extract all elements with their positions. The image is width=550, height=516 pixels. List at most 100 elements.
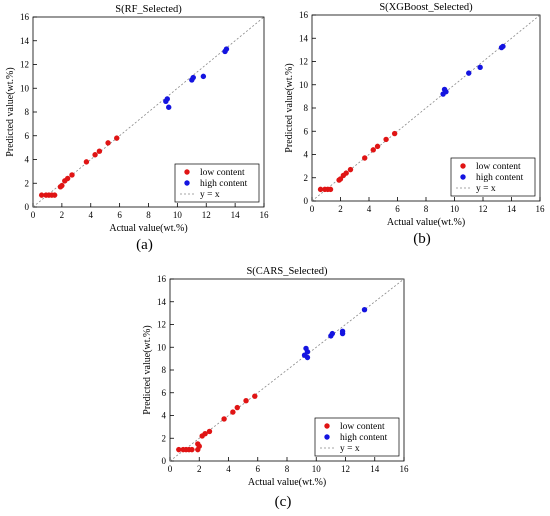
y-tick-label: 14 [157,297,167,307]
low-content-point [189,446,195,453]
x-tick-label: 14 [231,210,241,220]
low-content-point [92,152,98,158]
x-tick-label: 10 [450,204,460,214]
low-content-point [343,170,349,176]
legend-label: high content [340,433,388,443]
y-tick-label: 6 [162,388,167,398]
panel-label: (b) [413,231,431,247]
high-content-point [200,73,207,80]
x-tick-label: 4 [367,204,372,214]
x-tick-label: 0 [310,204,315,214]
low-content-point [383,136,389,143]
low-content-point [38,192,45,198]
x-tick-label: 8 [285,464,290,474]
x-axis-label: Actual value(wt.%) [109,223,187,234]
low-content-point [51,192,58,198]
high-content-point [304,354,311,361]
high-content-point [166,104,172,110]
panel-label: (a) [136,237,153,253]
low-content-point [317,186,324,193]
x-axis-label: Actual value(wt.%) [387,217,465,228]
scatter-panel-a: S(RF_Selected) 0 2 4 6 8 10 12 14 16 0 2 4 6 8 10 12 14 16… [5,4,270,253]
low-content-point [347,166,354,173]
low-content-point [69,172,75,178]
x-tick-label: 8 [146,210,151,220]
y-tick-label: 8 [25,107,30,117]
x-tick-label: 16 [536,204,546,214]
low-content-point [252,393,258,399]
legend-marker [184,180,190,186]
x-tick-label: 12 [202,210,211,220]
low-content-point [230,409,236,415]
x-tick-label: 8 [424,204,429,214]
x-tick-label: 6 [256,464,261,474]
x-tick-label: 16 [400,464,410,474]
low-content-point [362,155,368,161]
y-tick-label: 16 [20,12,30,22]
y-tick-label: 2 [162,433,167,443]
legend-label: y = x [340,444,360,454]
y-tick-label: 0 [162,456,167,466]
legend-label: low content [200,168,245,178]
high-content-point [329,330,336,337]
y-tick-label: 16 [299,10,309,20]
low-content-point [391,130,398,137]
high-content-point [466,70,472,76]
y-tick-label: 12 [20,60,29,70]
y-tick-label: 0 [25,202,30,212]
x-tick-label: 10 [312,464,322,474]
y-tick-label: 10 [299,80,309,90]
x-tick-label: 4 [226,464,231,474]
high-content-point [361,307,368,313]
y-tick-label: 8 [162,365,167,375]
x-tick-label: 12 [341,464,350,474]
high-content-point [164,96,170,102]
y-tick-label: 12 [299,57,308,67]
x-tick-label: 16 [260,210,270,220]
y-tick-label: 2 [25,178,30,188]
x-axis-label: Actual value(wt.%) [248,477,326,488]
high-content-point [500,43,506,50]
x-tick-label: 10 [173,210,183,220]
low-content-point [96,148,103,154]
scatter-panel-c: S(CARS_Selected) 0 2 4 6 8 10 12 14 16 0 2 4 6 8 10 12 14… [142,266,410,510]
y-tick-label: 16 [157,274,167,284]
low-content-point [221,416,227,422]
low-content-point [176,446,182,453]
low-content-point [243,398,249,404]
high-content-point [443,89,449,95]
y-tick-label: 4 [162,411,167,421]
high-content-point [304,349,311,355]
x-tick-label: 12 [479,204,488,214]
x-tick-label: 2 [338,204,343,214]
y-axis-label: Predicted value(wt.%) [142,325,153,414]
high-content-point [223,46,230,52]
chart-title: S(RF_Selected) [115,4,182,15]
low-content-point [202,431,208,437]
low-content-point [206,428,213,435]
low-content-point [114,135,120,141]
legend-marker [460,163,466,169]
y-axis-label: Predicted value(wt.%) [5,67,16,156]
high-content-point [190,74,196,81]
y-tick-label: 10 [157,342,167,352]
high-content-point [477,64,483,71]
x-tick-label: 6 [395,204,400,214]
low-content-point [64,175,71,182]
y-axis-label: Predicted value(wt.%) [284,63,295,152]
legend-label: high content [476,173,524,183]
legend-marker [184,169,190,175]
legend-label: y = x [200,190,220,200]
low-content-point [196,443,202,449]
legend-label: low content [476,162,521,172]
x-tick-label: 0 [31,210,36,220]
legend-marker [460,174,466,180]
y-tick-label: 12 [157,320,166,330]
legend-label: y = x [476,184,496,194]
y-tick-label: 14 [20,36,30,46]
y-tick-label: 0 [304,196,309,206]
legend-label: high content [200,179,248,189]
x-tick-label: 0 [168,464,173,474]
